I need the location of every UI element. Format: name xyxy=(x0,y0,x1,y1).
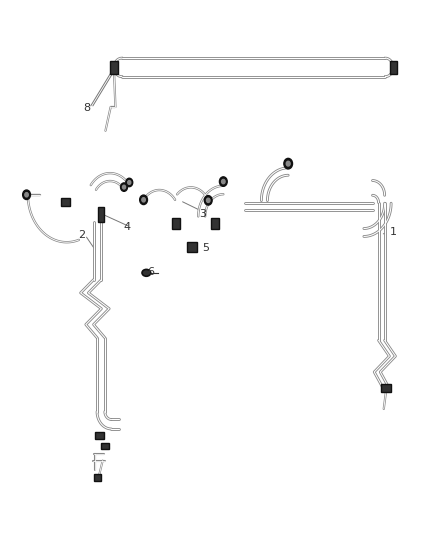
Circle shape xyxy=(206,198,210,203)
FancyBboxPatch shape xyxy=(187,242,197,252)
Circle shape xyxy=(142,198,145,202)
Text: 6: 6 xyxy=(148,267,155,277)
Text: 1: 1 xyxy=(390,227,397,237)
FancyBboxPatch shape xyxy=(95,474,101,481)
Text: 4: 4 xyxy=(124,222,131,232)
Circle shape xyxy=(222,180,225,184)
Text: 2: 2 xyxy=(78,230,85,240)
Circle shape xyxy=(25,192,28,197)
Circle shape xyxy=(205,196,212,205)
Text: 3: 3 xyxy=(200,209,207,219)
Circle shape xyxy=(123,185,126,189)
Circle shape xyxy=(23,190,31,199)
FancyBboxPatch shape xyxy=(99,207,104,222)
Text: 5: 5 xyxy=(202,243,208,253)
Ellipse shape xyxy=(142,269,151,276)
Circle shape xyxy=(284,158,293,169)
FancyBboxPatch shape xyxy=(95,432,103,439)
Text: 8: 8 xyxy=(83,103,90,114)
Circle shape xyxy=(126,178,133,187)
FancyBboxPatch shape xyxy=(172,218,180,229)
FancyBboxPatch shape xyxy=(101,443,109,449)
FancyBboxPatch shape xyxy=(61,198,70,206)
FancyBboxPatch shape xyxy=(381,384,391,392)
FancyBboxPatch shape xyxy=(211,218,219,229)
FancyBboxPatch shape xyxy=(110,61,118,74)
FancyBboxPatch shape xyxy=(389,61,396,74)
Circle shape xyxy=(120,183,127,191)
Circle shape xyxy=(128,181,131,184)
Circle shape xyxy=(219,177,227,187)
Circle shape xyxy=(286,161,290,166)
Circle shape xyxy=(140,195,148,205)
